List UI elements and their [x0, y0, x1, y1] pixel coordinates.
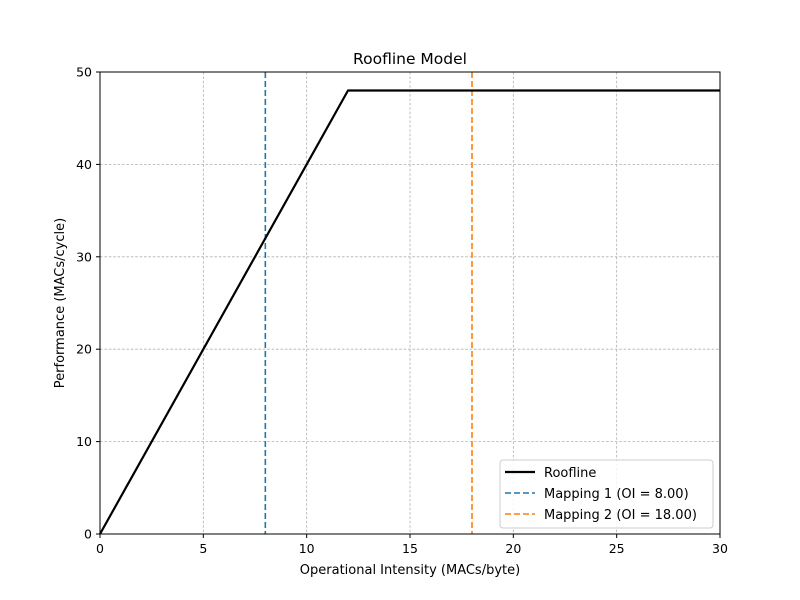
x-tick-label: 10 — [299, 541, 315, 556]
y-tick-label: 10 — [76, 434, 92, 449]
y-tick-label: 50 — [76, 65, 92, 80]
x-tick-label: 20 — [505, 541, 521, 556]
roofline-series-line — [99, 89, 720, 535]
legend-label-mapping-2: Mapping 2 (OI = 18.00) — [544, 508, 697, 523]
plot-lines — [99, 72, 720, 535]
y-tick-label: 20 — [76, 342, 92, 357]
x-tick-label: 0 — [96, 541, 104, 556]
legend-box — [499, 459, 714, 529]
x-tick-label: 15 — [402, 541, 418, 556]
x-tick-label: 25 — [609, 541, 625, 556]
axis-ticks: 0 5 10 15 20 25 30 0 10 20 30 40 50 — [76, 65, 728, 557]
legend: Roofline Mapping 1 (OI = 8.00) Mapping 2… — [499, 459, 714, 529]
x-tick-label: 5 — [199, 541, 207, 556]
chart-title: Roofline Model — [353, 50, 467, 68]
x-axis-label: Operational Intensity (MACs/byte) — [300, 563, 520, 578]
y-tick-label: 40 — [76, 157, 92, 172]
y-tick-label: 30 — [76, 249, 92, 264]
x-tick-label: 30 — [712, 541, 728, 556]
y-axis-label: Performance (MACs/cycle) — [53, 218, 68, 388]
legend-label-mapping-1: Mapping 1 (OI = 8.00) — [544, 487, 689, 502]
legend-label-roofline: Roofline — [544, 466, 596, 481]
y-tick-label: 0 — [84, 527, 92, 542]
